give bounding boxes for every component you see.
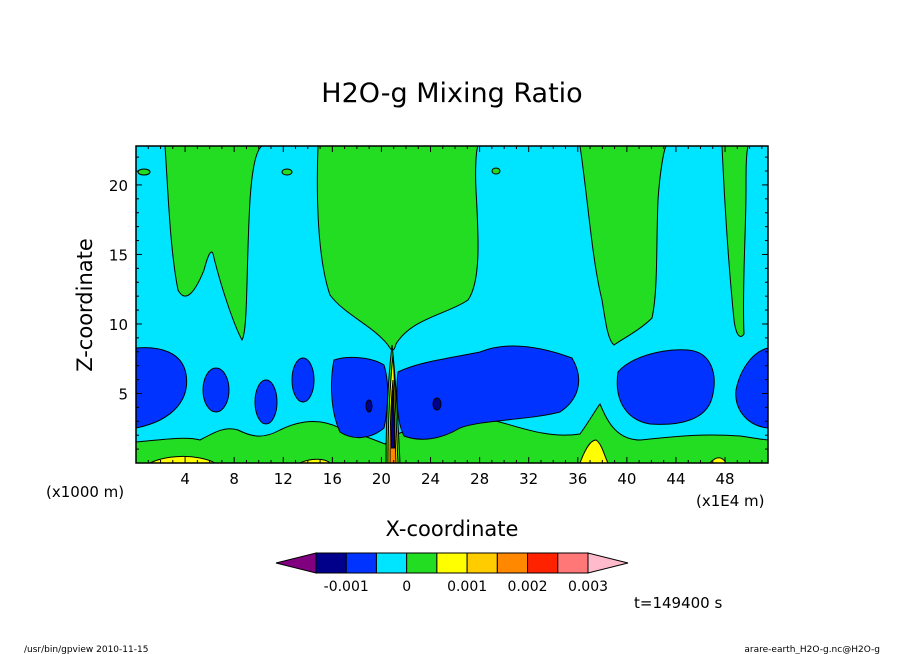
green-plume-right <box>579 146 667 346</box>
y-axis-ticks: 5 10 15 20 <box>109 156 768 450</box>
navy-core-1 <box>365 399 373 413</box>
green-plume-far-right <box>721 146 749 337</box>
colorbar-tick-label: 0.002 <box>508 579 548 595</box>
colorbar-segment <box>345 552 377 574</box>
x-tick-label: 44 <box>666 470 685 488</box>
blue-region-6 <box>396 345 580 440</box>
colorbar-tick-label: 0.003 <box>568 579 608 595</box>
blue-region-3 <box>254 379 278 425</box>
x-tick-label: 24 <box>421 470 440 488</box>
central-column-dark <box>390 389 396 449</box>
x-unit-right: (x1E4 m) <box>696 492 765 510</box>
colorbar-segment <box>466 552 498 574</box>
x-tick-label: 16 <box>323 470 342 488</box>
green-plume-center <box>316 146 479 351</box>
green-blob-1 <box>137 168 151 176</box>
footer-right: arare-earth_H2O-g.nc@H2O-g <box>744 645 880 654</box>
colorbar-tick-label: 0 <box>402 579 411 595</box>
plot-frame <box>135 145 769 464</box>
colorbar: -0.001 0 0.001 0.002 0.003 <box>275 552 629 595</box>
y-axis-label: Z-coordinate <box>73 238 97 372</box>
x-tick-label: 4 <box>180 470 190 488</box>
colorbar-upper-extension <box>587 552 629 574</box>
colorbar-segment <box>496 552 529 574</box>
time-label: t=149400 s <box>634 594 722 612</box>
blue-region-5 <box>331 356 389 438</box>
blue-region-2 <box>202 367 230 413</box>
colorbar-segment <box>375 552 408 574</box>
colorbar-tick-label: -0.001 <box>324 579 369 595</box>
colorbar-segment <box>406 552 438 574</box>
x-tick-label: 32 <box>519 470 538 488</box>
x-tick-label: 12 <box>274 470 293 488</box>
x-axis-label: X-coordinate <box>386 517 519 541</box>
contour-plot <box>136 146 768 463</box>
x-tick-label: 36 <box>568 470 587 488</box>
y-tick-label: 20 <box>109 177 128 195</box>
x-axis-ticks: 4 8 12 16 20 24 28 32 36 40 44 48 <box>147 146 763 488</box>
y-tick-label: 15 <box>109 246 128 264</box>
x-tick-label: 40 <box>617 470 636 488</box>
x-tick-label: 8 <box>229 470 239 488</box>
green-blob-3 <box>491 167 501 175</box>
navy-core-2 <box>432 397 442 411</box>
colorbar-lower-extension <box>275 552 317 574</box>
chart-title: H2O-g Mixing Ratio <box>321 78 582 109</box>
colorbar-segment <box>315 552 347 574</box>
colorbar-segment <box>557 552 589 574</box>
colorbar-segment <box>527 552 559 574</box>
green-plume-left <box>164 146 263 342</box>
colorbar-tick-label: 0.001 <box>447 579 487 595</box>
blue-region-4 <box>291 357 315 403</box>
green-blob-2 <box>281 168 293 176</box>
x-unit-left: (x1000 m) <box>46 483 124 501</box>
yellow-surface-patches <box>149 439 727 463</box>
y-tick-label: 5 <box>118 385 128 403</box>
colorbar-segment <box>436 552 468 574</box>
x-tick-label: 28 <box>470 470 489 488</box>
x-tick-label: 20 <box>372 470 391 488</box>
footer-left: /usr/bin/gpview 2010-11-15 <box>24 645 148 654</box>
blue-region-1 <box>136 347 188 429</box>
x-tick-label: 48 <box>716 470 735 488</box>
blue-region-8 <box>735 347 768 429</box>
blue-region-7 <box>616 349 715 425</box>
y-tick-label: 10 <box>109 316 128 334</box>
